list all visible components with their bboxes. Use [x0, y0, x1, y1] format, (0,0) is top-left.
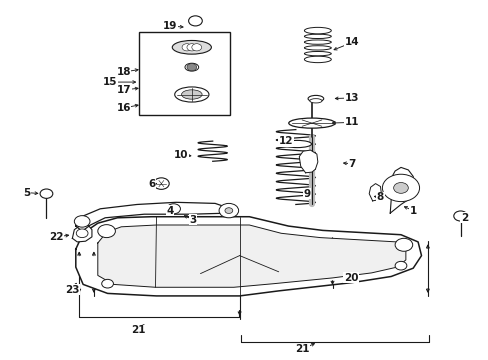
- Text: 2: 2: [460, 213, 467, 223]
- Ellipse shape: [288, 118, 335, 128]
- Ellipse shape: [304, 34, 331, 39]
- Ellipse shape: [191, 44, 201, 51]
- Ellipse shape: [174, 87, 208, 102]
- Text: 6: 6: [148, 179, 155, 189]
- Ellipse shape: [283, 140, 311, 148]
- Polygon shape: [368, 184, 381, 201]
- Circle shape: [102, 279, 113, 288]
- Circle shape: [98, 225, 115, 238]
- Circle shape: [40, 189, 53, 198]
- Circle shape: [166, 204, 180, 214]
- Text: 15: 15: [102, 77, 117, 87]
- Ellipse shape: [307, 95, 323, 102]
- Text: 19: 19: [163, 21, 177, 31]
- Ellipse shape: [181, 90, 202, 99]
- Text: 16: 16: [116, 103, 131, 113]
- Circle shape: [393, 183, 407, 193]
- Polygon shape: [76, 217, 421, 296]
- Ellipse shape: [172, 40, 211, 54]
- Ellipse shape: [184, 63, 198, 71]
- Text: 21: 21: [294, 344, 309, 354]
- Circle shape: [76, 229, 88, 238]
- Polygon shape: [389, 167, 414, 213]
- Circle shape: [188, 16, 202, 26]
- Circle shape: [382, 174, 419, 202]
- Circle shape: [74, 216, 90, 227]
- Circle shape: [453, 211, 467, 221]
- Text: 11: 11: [344, 117, 359, 127]
- Circle shape: [224, 208, 232, 213]
- Text: 9: 9: [303, 189, 310, 199]
- Text: 17: 17: [116, 85, 131, 95]
- Text: 22: 22: [49, 232, 63, 242]
- Circle shape: [394, 238, 412, 251]
- Ellipse shape: [304, 27, 331, 34]
- Ellipse shape: [304, 51, 331, 56]
- Text: 20: 20: [343, 273, 358, 283]
- Polygon shape: [72, 225, 92, 242]
- Ellipse shape: [309, 99, 321, 103]
- Text: 5: 5: [23, 188, 30, 198]
- Polygon shape: [98, 225, 405, 287]
- Text: 14: 14: [344, 37, 359, 48]
- Text: 12: 12: [278, 136, 293, 146]
- Circle shape: [153, 178, 169, 189]
- Text: 7: 7: [347, 159, 355, 169]
- Text: 10: 10: [173, 150, 188, 160]
- Ellipse shape: [304, 46, 331, 50]
- Text: 21: 21: [130, 325, 145, 336]
- Ellipse shape: [182, 44, 191, 51]
- Circle shape: [186, 64, 196, 71]
- Text: 8: 8: [376, 192, 383, 202]
- Text: 13: 13: [344, 93, 359, 103]
- Text: 1: 1: [409, 206, 416, 216]
- Circle shape: [394, 261, 406, 270]
- Text: 23: 23: [65, 285, 80, 295]
- Text: 18: 18: [116, 67, 131, 77]
- Polygon shape: [76, 202, 228, 231]
- Text: 3: 3: [189, 215, 196, 225]
- Circle shape: [219, 203, 238, 218]
- Ellipse shape: [304, 56, 331, 63]
- Ellipse shape: [304, 40, 331, 44]
- Text: 4: 4: [166, 206, 174, 216]
- Bar: [139, 32, 229, 115]
- Ellipse shape: [186, 44, 196, 51]
- Polygon shape: [299, 150, 317, 173]
